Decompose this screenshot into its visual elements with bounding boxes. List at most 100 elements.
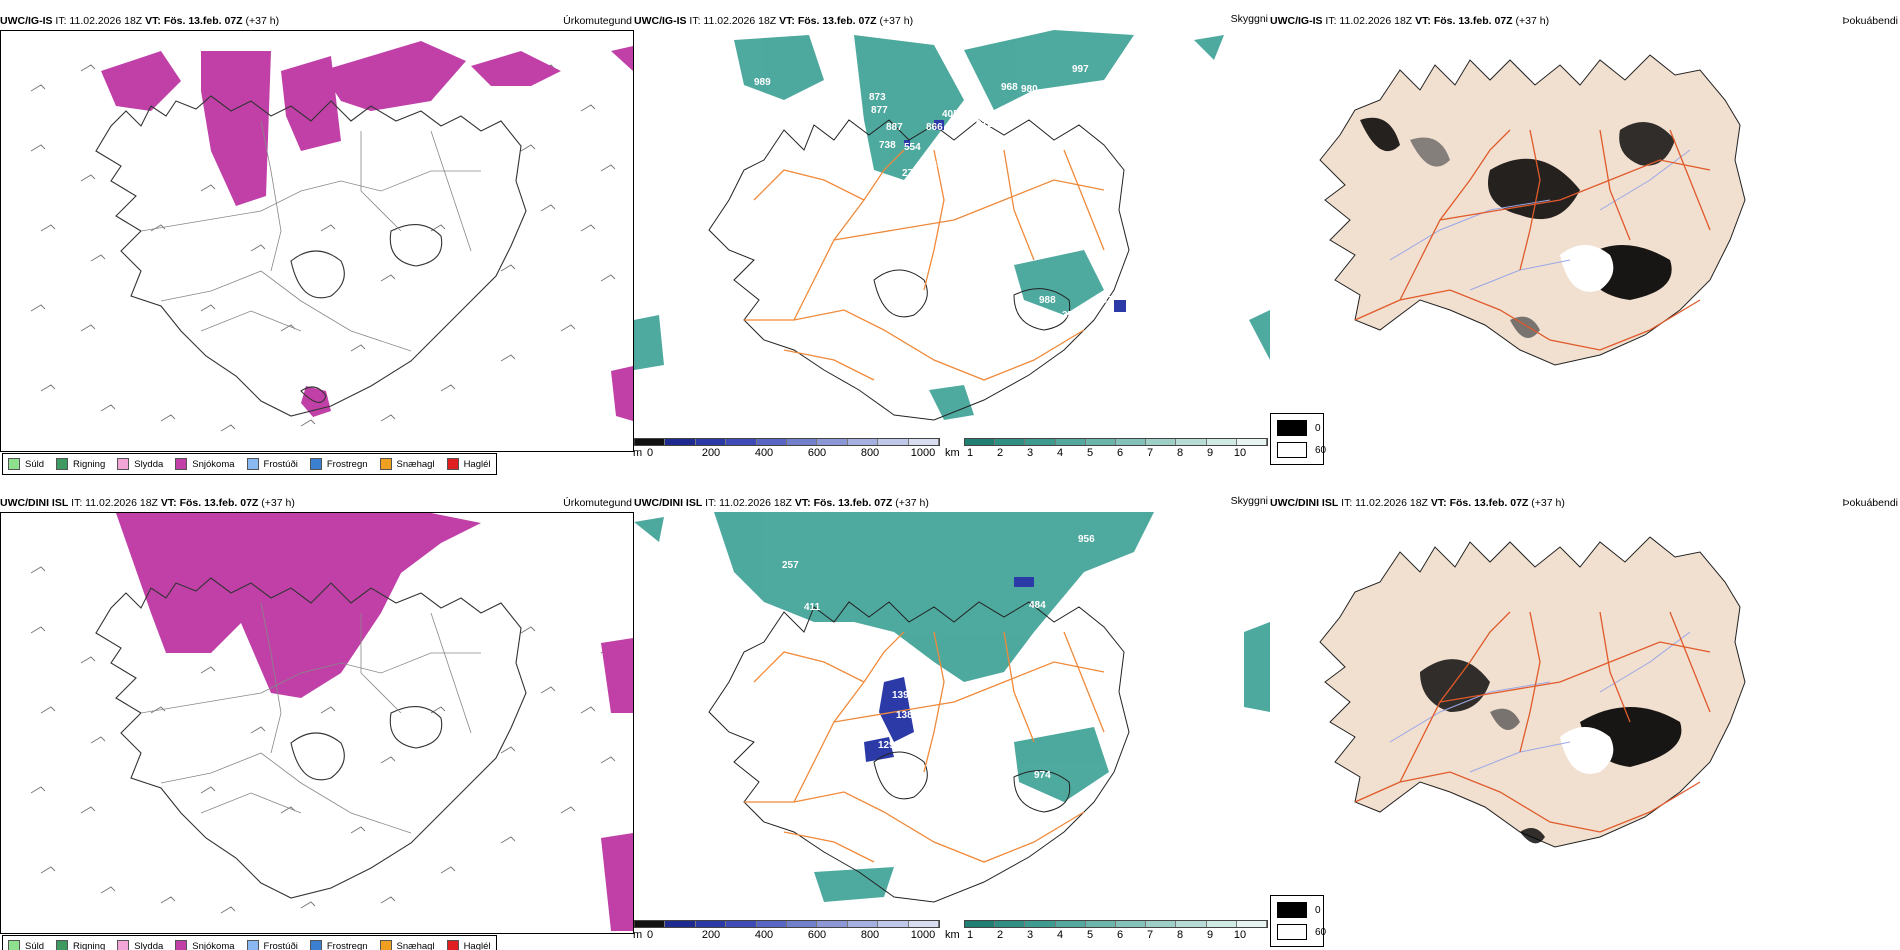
visibility-map: 989 873 877 887 866 738 554 274 866 625 …	[634, 30, 1270, 448]
colorbar-swatch	[878, 439, 909, 445]
fog-map-svg	[1270, 512, 1900, 932]
cloud-value: 738	[879, 140, 896, 151]
swatch	[1277, 902, 1307, 918]
cloud-value: 187	[1096, 295, 1113, 306]
fog-map	[1270, 512, 1900, 932]
swatch	[117, 458, 130, 470]
tick: 7	[1146, 929, 1154, 941]
swatch	[1277, 420, 1307, 436]
panel-type: Þokuábendi	[1842, 497, 1898, 509]
colorbar-swatch	[1025, 921, 1056, 927]
visibility-map: 257 411 484 956 1393 1380 1291 974	[634, 512, 1270, 916]
legend-item-snaehagl: Snæhagl	[379, 458, 435, 470]
swatch	[246, 940, 259, 950]
cloud-value: 554	[904, 142, 921, 153]
swatch	[8, 458, 20, 470]
cloud-value: 974	[1034, 770, 1051, 781]
colorbar-ticks: 0 200 400 600 800 1000	[634, 447, 940, 461]
low-cloud-areas	[904, 120, 1126, 312]
roads	[744, 631, 1105, 863]
cloud-value: 873	[869, 92, 886, 103]
visibility-colorbar-row2: km 1 2 3 4 5 6 7 8 9 10	[945, 920, 1268, 944]
tick: 10	[1233, 447, 1247, 459]
cloud-value: 877	[871, 105, 888, 116]
cloud-value: 980	[1021, 84, 1038, 95]
roads	[140, 602, 481, 834]
colorbar-swatches	[634, 920, 940, 928]
panel-type: Úrkomutegund	[563, 15, 632, 27]
swatch	[309, 940, 322, 950]
fog-legend-item: 0	[1277, 420, 1321, 436]
tick: 600	[807, 929, 827, 941]
tick: 2	[996, 929, 1004, 941]
precip-panel-row2: UWC/DINI ISL IT: 11.02.2026 18Z VT: Fös.…	[0, 496, 634, 950]
legend-item-hagl: Haglél	[446, 458, 491, 470]
fog-panel-row1: UWC/IG-IS IT: 11.02.2026 18Z VT: Fös. 13…	[1270, 14, 1900, 478]
fog-map	[1270, 30, 1900, 450]
colorbar-unit: m	[633, 929, 643, 941]
tick: 9	[1206, 929, 1214, 941]
coastline	[708, 119, 1130, 421]
cloud-base-values: 257 411 484 956 1393 1380 1291 974	[782, 534, 1095, 781]
snow-areas	[101, 41, 633, 421]
tick: 2	[996, 447, 1004, 459]
swatch	[1277, 924, 1307, 940]
legend-item-frostregn: Frostregn	[309, 458, 368, 470]
swatch	[379, 940, 392, 950]
colorbar-swatch	[1116, 921, 1147, 927]
cloud-value: 988	[1039, 295, 1056, 306]
visibility-panel-row2: UWC/DINI ISL IT: 11.02.2026 18Z VT: Fös.…	[634, 496, 1270, 918]
colorbar-swatch	[695, 439, 727, 445]
swatch	[56, 940, 69, 950]
precip-legend: Súld Rigning Slydda Snjókoma Frostúði Fr…	[2, 935, 497, 950]
legend-item-sudl: Súld	[8, 940, 44, 950]
legend-item-hagl: Haglél	[446, 940, 491, 950]
tick: 8	[1176, 929, 1184, 941]
colorbar-swatch	[726, 921, 757, 927]
tick: 5	[1086, 929, 1094, 941]
colorbar-swatch	[1085, 921, 1117, 927]
colorbar-swatch	[817, 921, 848, 927]
swatch	[175, 458, 188, 470]
swatch	[446, 458, 459, 470]
cloud-value: 866	[926, 122, 943, 133]
snow-areas	[116, 513, 633, 931]
colorbar-swatch	[878, 921, 909, 927]
colorbar-swatches	[634, 438, 940, 446]
panel-title: UWC/IG-IS IT: 11.02.2026 18Z VT: Fös. 13…	[1270, 15, 1550, 27]
colorbar-swatch	[1055, 439, 1086, 445]
roads	[140, 120, 481, 352]
tick: 400	[754, 929, 774, 941]
legend-item-frostudi: Frostúði	[246, 940, 298, 950]
cloud-base-colorbar-row2: m 0 200 400 600 800 1000	[633, 920, 940, 944]
tick: 4	[1056, 929, 1064, 941]
colorbar-swatch	[665, 439, 696, 445]
coastline	[95, 95, 527, 417]
fog-legend-row2: 0 60	[1270, 895, 1326, 947]
colorbar-swatch	[965, 439, 996, 445]
tick: 7	[1146, 447, 1154, 459]
colorbar-swatch	[1085, 439, 1117, 445]
colorbar-swatch	[756, 439, 788, 445]
colorbar-swatch	[787, 921, 818, 927]
swatch	[56, 458, 69, 470]
colorbar-swatch	[847, 921, 879, 927]
colorbar-swatch	[995, 439, 1026, 445]
legend-item-snaehagl: Snæhagl	[379, 940, 435, 950]
panel-title: UWC/IG-IS IT: 11.02.2026 18Z VT: Fös. 13…	[0, 15, 280, 27]
swatch	[309, 458, 322, 470]
tick: 200	[701, 447, 721, 459]
precip-map-svg	[1, 31, 633, 449]
tick: 200	[701, 929, 721, 941]
legend-item-slydda: Slydda	[117, 940, 163, 950]
swatch	[379, 458, 392, 470]
panel-type: Þokuábendi	[1842, 15, 1898, 27]
tick: 3	[1026, 447, 1034, 459]
cloud-value: 274	[902, 168, 919, 179]
colorbar-swatches	[964, 920, 1268, 928]
panel-title: UWC/IG-IS IT: 11.02.2026 18Z VT: Fös. 13…	[634, 15, 914, 27]
tick: 3	[1026, 929, 1034, 941]
colorbar-swatch	[847, 439, 879, 445]
colorbar-swatch	[756, 921, 788, 927]
swatch	[246, 458, 259, 470]
